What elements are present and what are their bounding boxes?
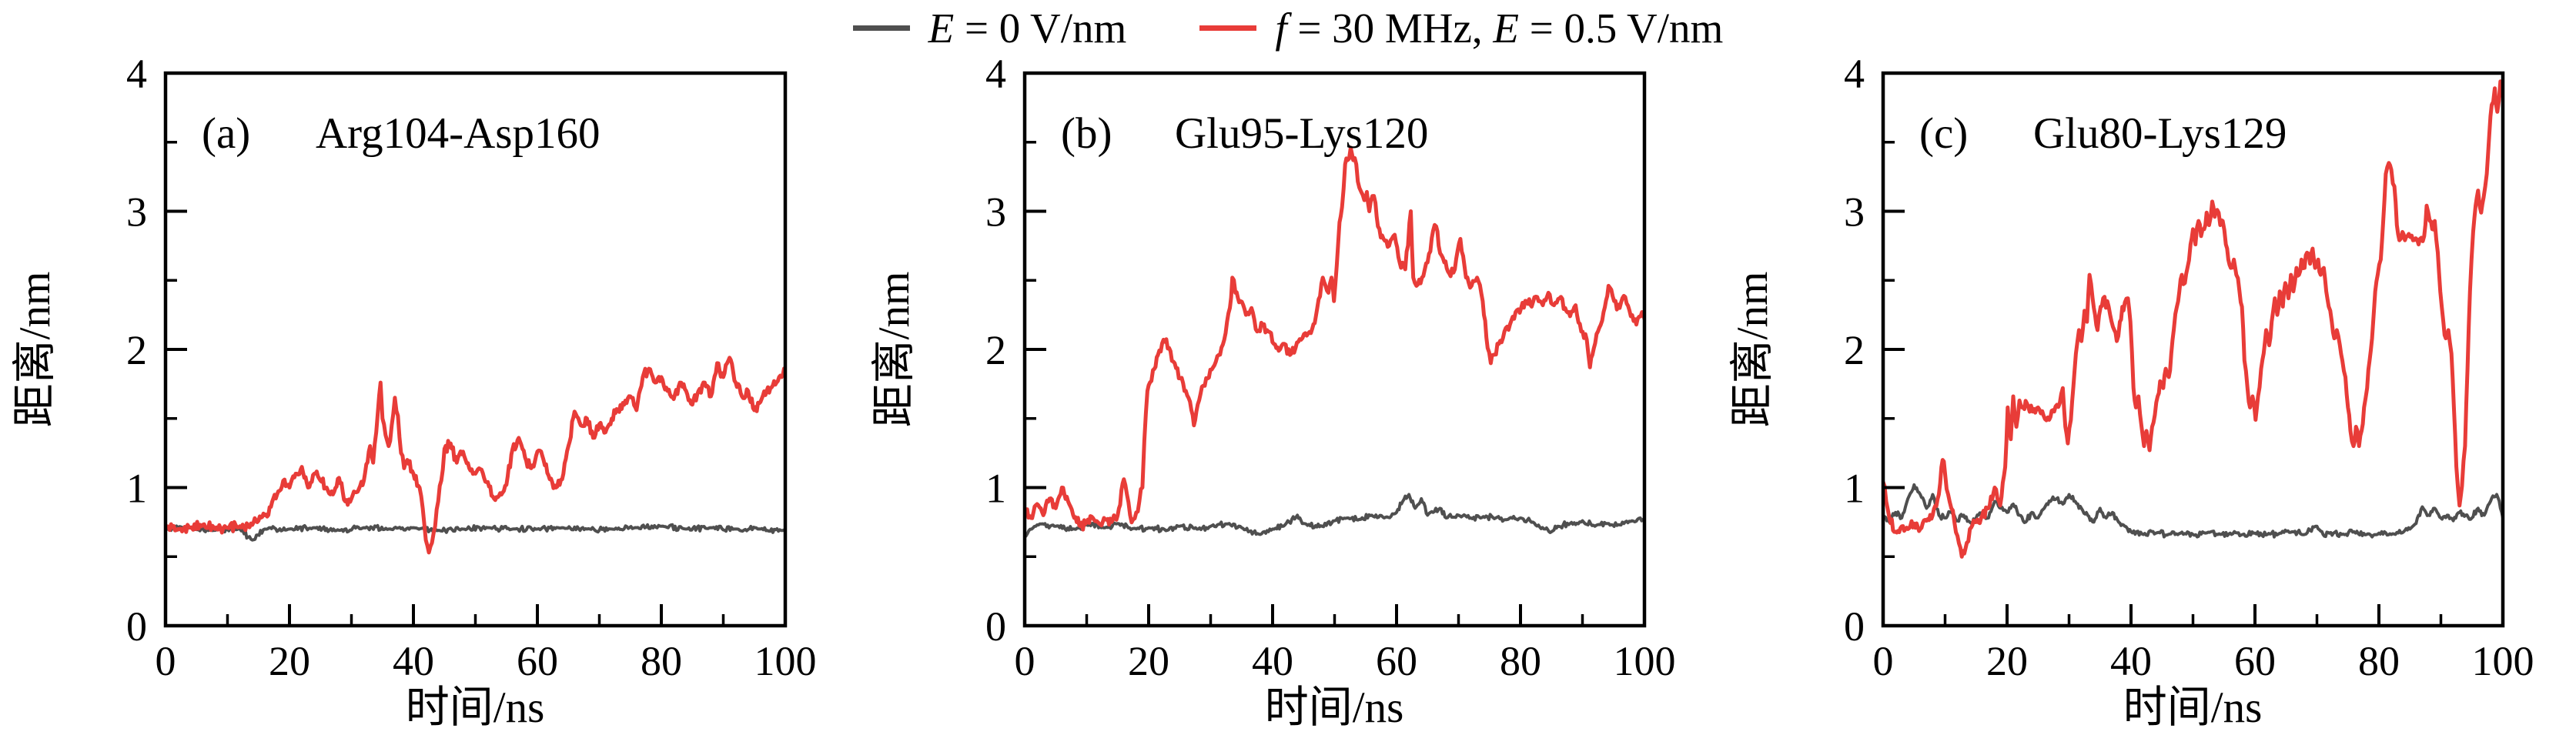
y-tick-label: 1 [126, 466, 147, 512]
y-tick-label: 4 [985, 54, 1006, 97]
legend-line-swatch [852, 25, 910, 31]
x-tick-label: 60 [517, 638, 558, 684]
panel-tag: (b) [1061, 109, 1112, 158]
plot-area: 0 20 40 60 80 100 0 1 2 3 4 [1844, 54, 2534, 684]
plot-border [163, 71, 788, 628]
series-line-0 [1883, 483, 2503, 539]
x-tick-label: 40 [1252, 638, 1293, 684]
x-tick-label: 0 [1014, 638, 1035, 684]
y-tick-label: 3 [1844, 189, 1865, 236]
y-axis-label: 距离/nm [1728, 272, 1777, 428]
x-tick-label: 0 [156, 638, 176, 684]
x-tick-label: 20 [1986, 638, 2028, 684]
y-tick-label: 4 [126, 54, 147, 97]
panel-a: 0 20 40 60 80 100 0 1 2 3 4 (a) Arg104-Asp160 时间/n… [0, 54, 858, 735]
y-tick-label: 1 [1844, 466, 1865, 512]
y-axis-label: 距离/nm [870, 272, 918, 428]
x-tick-label: 80 [1500, 638, 1541, 684]
panel-a-chart: 0 20 40 60 80 100 0 1 2 3 4 (a) Arg104-Asp160 时间/n… [11, 54, 817, 732]
legend-label: f = 30 MHz, E = 0.5 V/nm [1275, 4, 1724, 52]
panel-b: 0 20 40 60 80 100 0 1 2 3 4 (b) Glu95-Lys120 时间/ns… [859, 54, 1718, 735]
plot-border [1881, 71, 2505, 628]
series-line-0 [166, 523, 785, 542]
x-tick-label: 60 [2234, 638, 2276, 684]
plot-border [1022, 71, 1646, 628]
series-line-0 [1024, 493, 1644, 540]
x-tick-label: 20 [269, 638, 310, 684]
x-axis-label: 时间/ns [406, 683, 545, 732]
y-tick-label: 2 [985, 327, 1006, 373]
y-tick-label: 4 [1844, 54, 1865, 97]
y-tick-label: 0 [985, 603, 1006, 650]
legend-label: E = 0 V/nm [928, 4, 1127, 52]
x-tick-label: 80 [641, 638, 682, 684]
panel-tag: (c) [1919, 109, 1968, 158]
y-tick-label: 3 [126, 189, 147, 236]
x-tick-label: 20 [1128, 638, 1169, 684]
x-tick-label: 40 [393, 638, 434, 684]
x-tick-label: 0 [1873, 638, 1894, 684]
y-tick-label: 2 [126, 327, 147, 373]
y-tick-label: 2 [1844, 327, 1865, 373]
panel-title: Glu95-Lys120 [1175, 109, 1428, 158]
y-tick-label: 0 [1844, 603, 1865, 650]
x-tick-label: 100 [1613, 638, 1675, 684]
x-tick-label: 40 [2110, 638, 2152, 684]
x-tick-label: 100 [2472, 638, 2534, 684]
x-tick-label: 100 [754, 638, 817, 684]
plot-area: 0 20 40 60 80 100 0 1 2 3 4 [985, 54, 1676, 684]
plot-area: 0 20 40 60 80 100 0 1 2 3 4 [126, 54, 817, 684]
legend-item-0: E = 0 V/nm [852, 4, 1127, 52]
y-axis-label: 距离/nm [11, 272, 59, 428]
panel-b-chart: 0 20 40 60 80 100 0 1 2 3 4 (b) Glu95-Lys120 时间/ns… [870, 54, 1676, 732]
y-tick-label: 3 [985, 189, 1006, 236]
series-line-1 [1024, 145, 1644, 532]
series-line-1 [1883, 79, 2503, 559]
x-tick-label: 60 [1376, 638, 1417, 684]
y-tick-label: 0 [126, 603, 147, 650]
x-axis-label: 时间/ns [2123, 683, 2263, 732]
legend-item-1: f = 30 MHz, E = 0.5 V/nm [1199, 7, 1723, 49]
panels-row: 0 20 40 60 80 100 0 1 2 3 4 (a) Arg104-Asp160 时间/n… [0, 54, 2576, 735]
legend: E = 0 V/nm f = 30 MHz, E = 0.5 V/nm [0, 2, 2576, 54]
panel-c: 0 20 40 60 80 100 0 1 2 3 4 (c) Glu80-Lys129 时间/ns… [1718, 54, 2576, 735]
panel-c-chart: 0 20 40 60 80 100 0 1 2 3 4 (c) Glu80-Lys129 时间/ns… [1728, 54, 2534, 732]
legend-line-swatch [1199, 25, 1257, 31]
x-tick-label: 80 [2358, 638, 2400, 684]
y-tick-label: 1 [985, 466, 1006, 512]
panel-title: Arg104-Asp160 [316, 109, 600, 158]
series-line-1 [166, 356, 785, 555]
panel-title: Glu80-Lys129 [2033, 109, 2287, 158]
panel-tag: (a) [202, 109, 250, 158]
x-axis-label: 时间/ns [1264, 683, 1403, 732]
